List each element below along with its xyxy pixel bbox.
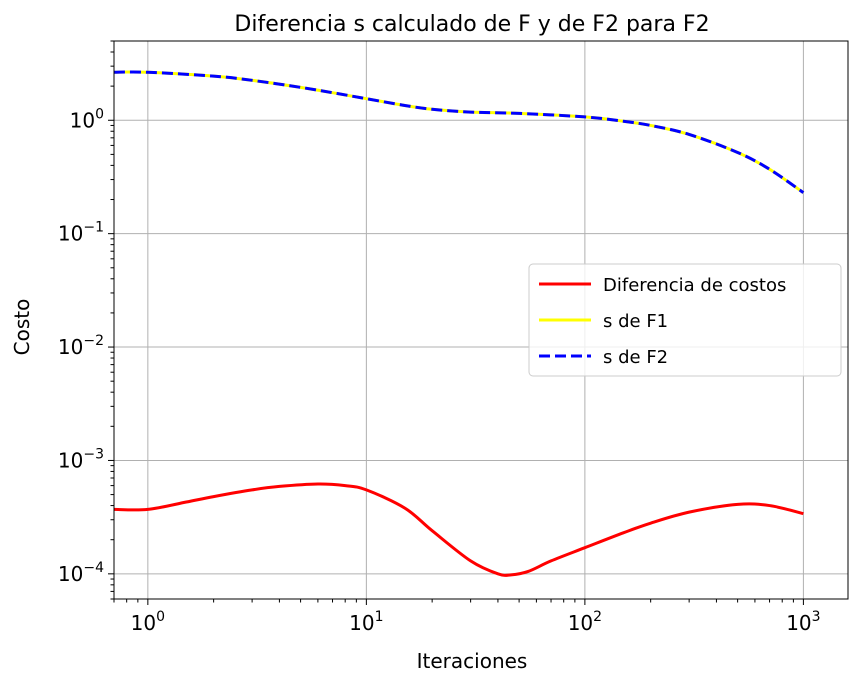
x-axis-label: Iteraciones [417, 649, 528, 673]
y-tick-label: 10−2 [58, 333, 104, 359]
chart-title: Diferencia s calculado de F y de F2 para… [234, 12, 709, 37]
series-line-1 [113, 482, 804, 577]
x-tick-label: 100 [131, 609, 165, 635]
y-axis-label: Costo [10, 299, 34, 356]
legend-label-1: Diferencia de costos [603, 275, 786, 296]
legend-label-2: s de F1 [603, 311, 668, 332]
legend-box [528, 263, 842, 377]
grid [114, 41, 848, 599]
y-tick-label: 10−1 [58, 220, 104, 246]
legend-label-3: s de F2 [603, 347, 668, 368]
x-tick-label: 103 [786, 609, 820, 635]
x-tick-label: 102 [568, 609, 602, 635]
series-line-3 [113, 70, 805, 194]
x-tick-label: 101 [349, 609, 383, 635]
plot-area [113, 70, 805, 577]
y-tick-label: 10−4 [58, 560, 104, 586]
y-tick-label: 10−3 [58, 446, 104, 472]
series-line-2 [113, 70, 805, 194]
legend: Diferencia de costos s de F1 s de F2 [528, 263, 842, 377]
y-tick-label: 100 [70, 106, 104, 132]
axis-ticks: 100 101 102 103 100 10−1 10−2 10−3 10−4 [58, 40, 821, 635]
plot-frame [113, 40, 849, 600]
